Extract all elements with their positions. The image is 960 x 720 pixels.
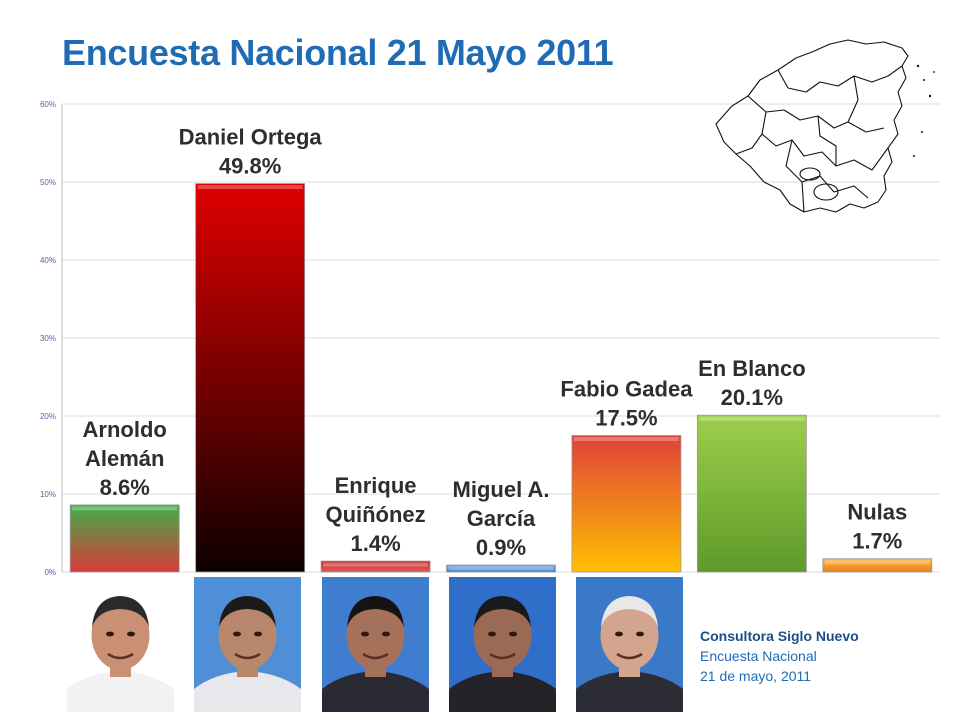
portrait-icon: [67, 577, 174, 712]
y-axis: 0% 10% 20% 30% 40% 50% 60%: [40, 100, 63, 577]
data-label: 0.9%: [476, 535, 526, 560]
bar-highlight: [573, 437, 679, 441]
data-label: Enrique: [335, 473, 417, 498]
source-line-2: Encuesta Nacional: [700, 648, 817, 664]
data-label: Nulas: [847, 500, 907, 525]
data-label: 1.4%: [350, 531, 400, 556]
source-name: Consultora Siglo Nuevo: [700, 628, 859, 644]
bar: [822, 558, 933, 573]
data-label: 20.1%: [721, 385, 783, 410]
bar-highlight: [197, 185, 303, 190]
bar: [69, 504, 180, 573]
nicaragua-map-icon: [715, 39, 935, 213]
data-labels: Arnoldo Alemán 8.6% Daniel Ortega 49.8% Enriq…: [83, 125, 908, 560]
portrait-icon: [449, 577, 556, 712]
bar: [195, 183, 306, 573]
bars: [69, 183, 933, 573]
bar-highlight: [323, 562, 429, 567]
portrait-icon: [322, 577, 429, 712]
portrait-icon: [576, 577, 683, 712]
bar: [446, 564, 556, 573]
y-tick-label: 20%: [40, 412, 56, 421]
portrait-icon: [194, 577, 301, 712]
candidate-photo: [194, 577, 301, 712]
data-label: García: [467, 506, 536, 531]
data-label: Miguel A.: [453, 477, 550, 502]
bar: [696, 414, 807, 573]
y-tick-label: 50%: [40, 178, 56, 187]
candidate-photo: [67, 577, 174, 712]
bar-highlight: [824, 560, 930, 565]
y-tick-label: 10%: [40, 490, 56, 499]
candidate-photo: [576, 577, 683, 712]
data-label: Daniel Ortega: [179, 125, 323, 150]
data-label: 1.7%: [852, 529, 902, 554]
data-label: Fabio Gadea: [560, 377, 693, 402]
source-line-3: 21 de mayo, 2011: [700, 668, 812, 684]
bar-highlight: [699, 416, 805, 421]
candidate-photo: [449, 577, 556, 712]
chart-title: Encuesta Nacional 21 Mayo 2011: [62, 32, 614, 73]
bar: [571, 435, 682, 573]
data-label: 8.6%: [100, 475, 150, 500]
data-label: 49.8%: [219, 154, 281, 179]
data-label: Quiñónez: [325, 502, 425, 527]
bar-highlight: [72, 506, 178, 511]
y-tick-label: 40%: [40, 256, 56, 265]
data-label: Alemán: [85, 446, 164, 471]
bar-highlight: [448, 566, 554, 571]
data-label: En Blanco: [698, 356, 806, 381]
data-label: 17.5%: [595, 406, 657, 431]
data-label: Arnoldo: [83, 417, 167, 442]
candidate-photo: [322, 577, 429, 712]
bar: [320, 560, 431, 573]
source-caption: Consultora Siglo Nuevo Encuesta Nacional…: [700, 626, 859, 686]
y-tick-label: 30%: [40, 334, 56, 343]
y-tick-label: 60%: [40, 100, 56, 109]
y-tick-label: 0%: [44, 568, 56, 577]
